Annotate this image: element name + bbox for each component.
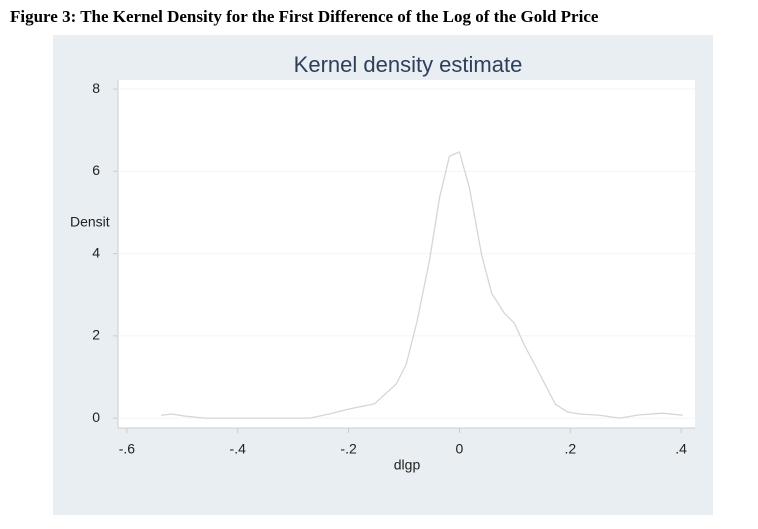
y-tick-label: 6 — [92, 162, 100, 178]
y-tick-label: 4 — [92, 244, 100, 260]
figure-caption: Figure 3: The Kernel Density for the Fir… — [10, 7, 599, 26]
y-tick-label: 8 — [92, 80, 100, 96]
x-tick-label: 0 — [456, 441, 464, 457]
x-tick-label: -.2 — [340, 441, 357, 457]
x-axis-label: dlgp — [394, 457, 421, 473]
y-tick-label: 0 — [92, 409, 100, 425]
x-tick-label: -.6 — [119, 441, 136, 457]
density-line — [161, 151, 683, 419]
y-tick-label: 2 — [92, 327, 100, 343]
chart-title: Kernel density estimate — [294, 52, 523, 77]
x-tick-label: -.4 — [230, 441, 247, 457]
x-tick-label: .2 — [564, 441, 576, 457]
y-axis-label: Densit — [70, 214, 110, 230]
x-tick-label: .4 — [675, 441, 687, 457]
